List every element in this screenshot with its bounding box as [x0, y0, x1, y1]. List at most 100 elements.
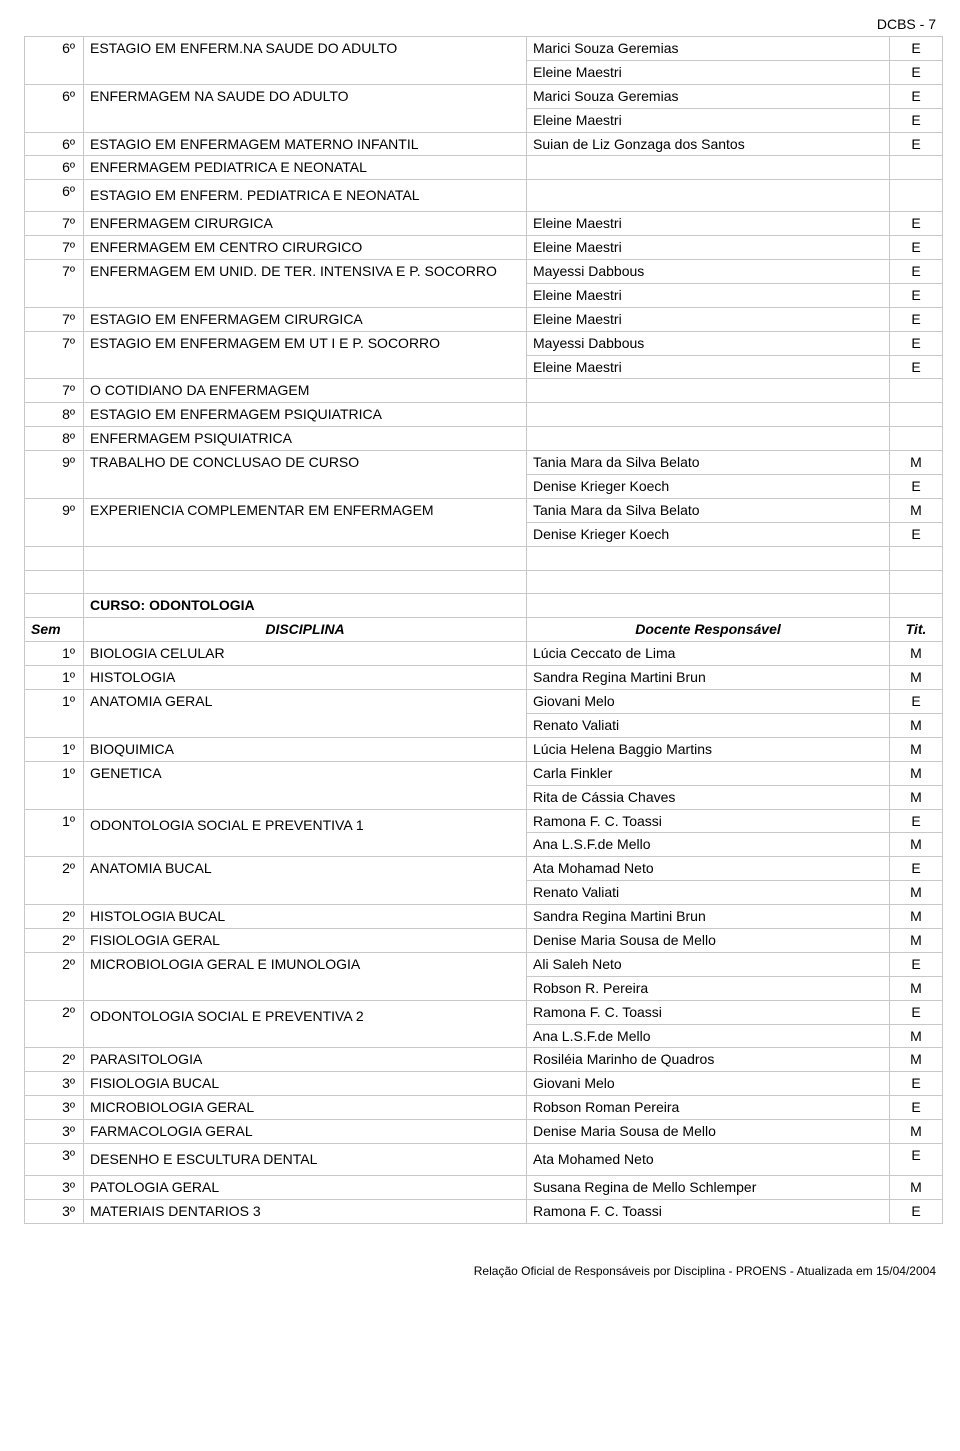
- semester-cell: 6º: [25, 84, 84, 132]
- docente-cell: Sandra Regina Martini Brun: [527, 666, 890, 690]
- docente-cell: Eleine Maestri: [527, 60, 890, 84]
- discipline-cell: GENETICA: [84, 761, 527, 809]
- table-row: 7ºENFERMAGEM EM CENTRO CIRURGICOEleine M…: [25, 236, 943, 260]
- discipline-cell: PATOLOGIA GERAL: [84, 1175, 527, 1199]
- docente-cell: Renato Valiati: [527, 881, 890, 905]
- tit-cell: M: [890, 905, 943, 929]
- table-row: 7ºESTAGIO EM ENFERMAGEM EM UT I E P. SOC…: [25, 331, 943, 355]
- docente-cell: Eleine Maestri: [527, 108, 890, 132]
- table-row: 1ºGENETICACarla FinklerM: [25, 761, 943, 785]
- docente-cell: Ana L.S.F.de Mello: [527, 1024, 890, 1048]
- tit-cell: E: [890, 1072, 943, 1096]
- tit-cell: E: [890, 260, 943, 284]
- tit-cell: E: [890, 108, 943, 132]
- semester-cell: 3º: [25, 1096, 84, 1120]
- table-row: 1ºODONTOLOGIA SOCIAL E PREVENTIVA 1Ramon…: [25, 809, 943, 833]
- tit-cell: E: [890, 1143, 943, 1175]
- table-row: 2ºODONTOLOGIA SOCIAL E PREVENTIVA 2Ramon…: [25, 1000, 943, 1024]
- discipline-cell: ENFERMAGEM EM CENTRO CIRURGICO: [84, 236, 527, 260]
- discipline-cell: DESENHO E ESCULTURA DENTAL: [84, 1143, 527, 1175]
- tit-cell: M: [890, 785, 943, 809]
- docente-cell: Ali Saleh Neto: [527, 952, 890, 976]
- discipline-cell: TRABALHO DE CONCLUSAO DE CURSO: [84, 451, 527, 499]
- semester-cell: 7º: [25, 260, 84, 308]
- tit-cell: M: [890, 451, 943, 475]
- discipline-cell: ODONTOLOGIA SOCIAL E PREVENTIVA 1: [84, 809, 527, 857]
- tit-cell: E: [890, 84, 943, 108]
- tit-cell: E: [890, 236, 943, 260]
- tit-cell: M: [890, 881, 943, 905]
- discipline-cell: ESTAGIO EM ENFERM. PEDIATRICA E NEONATAL: [84, 180, 527, 212]
- table-row: 3ºMATERIAIS DENTARIOS 3Ramona F. C. Toas…: [25, 1199, 943, 1223]
- table-row: 1ºBIOLOGIA CELULARLúcia Ceccato de LimaM: [25, 642, 943, 666]
- tit-cell: E: [890, 331, 943, 355]
- docente-cell: Eleine Maestri: [527, 212, 890, 236]
- discipline-cell: HISTOLOGIA BUCAL: [84, 905, 527, 929]
- header-docente: Docente Responsável: [527, 618, 890, 642]
- tit-cell: M: [890, 1024, 943, 1048]
- tit-cell: [890, 156, 943, 180]
- table-row: 3ºFARMACOLOGIA GERALDenise Maria Sousa d…: [25, 1120, 943, 1144]
- docente-cell: Lúcia Ceccato de Lima: [527, 642, 890, 666]
- semester-cell: 6º: [25, 156, 84, 180]
- discipline-cell: ESTAGIO EM ENFERMAGEM EM UT I E P. SOCOR…: [84, 331, 527, 379]
- tit-cell: E: [890, 37, 943, 61]
- docente-cell: Susana Regina de Mello Schlemper: [527, 1175, 890, 1199]
- semester-cell: 9º: [25, 451, 84, 499]
- docente-cell: Suian de Liz Gonzaga dos Santos: [527, 132, 890, 156]
- docente-cell: Rosiléia Marinho de Quadros: [527, 1048, 890, 1072]
- semester-cell: 9º: [25, 498, 84, 546]
- semester-cell: 8º: [25, 427, 84, 451]
- semester-cell: 3º: [25, 1199, 84, 1223]
- semester-cell: 2º: [25, 952, 84, 1000]
- semester-cell: 1º: [25, 690, 84, 738]
- discipline-cell: ENFERMAGEM NA SAUDE DO ADULTO: [84, 84, 527, 132]
- discipline-cell: ODONTOLOGIA SOCIAL E PREVENTIVA 2: [84, 1000, 527, 1048]
- table-row: 9ºEXPERIENCIA COMPLEMENTAR EM ENFERMAGEM…: [25, 498, 943, 522]
- column-header-row: SemDISCIPLINADocente ResponsávelTit.: [25, 618, 943, 642]
- table-row: 3ºMICROBIOLOGIA GERALRobson Roman Pereir…: [25, 1096, 943, 1120]
- docente-cell: Rita de Cássia Chaves: [527, 785, 890, 809]
- docente-cell: Giovani Melo: [527, 1072, 890, 1096]
- discipline-cell: ANATOMIA BUCAL: [84, 857, 527, 905]
- docente-cell: Sandra Regina Martini Brun: [527, 905, 890, 929]
- table-row: 2ºFISIOLOGIA GERALDenise Maria Sousa de …: [25, 928, 943, 952]
- semester-cell: 2º: [25, 1048, 84, 1072]
- tit-cell: E: [890, 1000, 943, 1024]
- docente-cell: Denise Krieger Koech: [527, 522, 890, 546]
- semester-cell: 6º: [25, 37, 84, 85]
- discipline-cell: EXPERIENCIA COMPLEMENTAR EM ENFERMAGEM: [84, 498, 527, 546]
- table-row: 7ºESTAGIO EM ENFERMAGEM CIRURGICAEleine …: [25, 307, 943, 331]
- tit-cell: M: [890, 642, 943, 666]
- table-row: 7ºENFERMAGEM CIRURGICAEleine MaestriE: [25, 212, 943, 236]
- semester-cell: 1º: [25, 737, 84, 761]
- docente-cell: Marici Souza Geremias: [527, 37, 890, 61]
- docente-cell: Lúcia Helena Baggio Martins: [527, 737, 890, 761]
- docente-cell: Ana L.S.F.de Mello: [527, 833, 890, 857]
- table-row: 2ºHISTOLOGIA BUCALSandra Regina Martini …: [25, 905, 943, 929]
- docente-cell: Tania Mara da Silva Belato: [527, 498, 890, 522]
- semester-cell: 2º: [25, 928, 84, 952]
- docente-cell: Mayessi Dabbous: [527, 331, 890, 355]
- semester-cell: 2º: [25, 1000, 84, 1048]
- discipline-cell: MICROBIOLOGIA GERAL: [84, 1096, 527, 1120]
- tit-cell: [890, 379, 943, 403]
- table-row: 3ºDESENHO E ESCULTURA DENTALAta Mohamed …: [25, 1143, 943, 1175]
- semester-cell: 8º: [25, 403, 84, 427]
- table-row: 3ºFISIOLOGIA BUCALGiovani MeloE: [25, 1072, 943, 1096]
- docente-cell: Ramona F. C. Toassi: [527, 1000, 890, 1024]
- tit-cell: [890, 403, 943, 427]
- discipline-cell: ESTAGIO EM ENFERMAGEM PSIQUIATRICA: [84, 403, 527, 427]
- docente-cell: Ata Mohamad Neto: [527, 857, 890, 881]
- discipline-cell: FISIOLOGIA BUCAL: [84, 1072, 527, 1096]
- table-row: 2ºANATOMIA BUCALAta Mohamad NetoE: [25, 857, 943, 881]
- header-disciplina: DISCIPLINA: [84, 618, 527, 642]
- docente-cell: [527, 156, 890, 180]
- course-title-row: CURSO: ODONTOLOGIA: [25, 594, 943, 618]
- tit-cell: M: [890, 928, 943, 952]
- tit-cell: E: [890, 857, 943, 881]
- semester-cell: 3º: [25, 1072, 84, 1096]
- table-row: 1ºANATOMIA GERALGiovani MeloE: [25, 690, 943, 714]
- discipline-cell: ENFERMAGEM PEDIATRICA E NEONATAL: [84, 156, 527, 180]
- docente-cell: [527, 180, 890, 212]
